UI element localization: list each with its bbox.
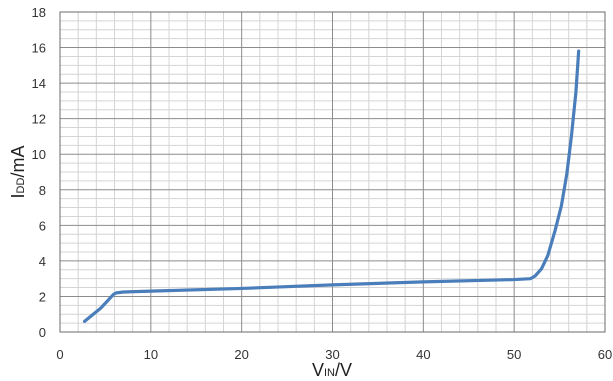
y-tick-label: 12	[32, 112, 46, 127]
y-tick-label: 6	[39, 218, 46, 233]
y-tick-label: 8	[39, 183, 46, 198]
x-axis-title-suffix: /V	[335, 360, 352, 380]
x-tick-label: 30	[325, 347, 339, 362]
major-gridlines	[59, 11, 606, 333]
x-tick-label: 20	[234, 347, 248, 362]
y-tick-label: 14	[32, 76, 46, 91]
x-axis-title: VIN/V	[312, 360, 352, 380]
y-axis-title-sub: DD	[15, 178, 27, 194]
x-axis-tick-labels: 0 10 20 30 40 50 60	[56, 347, 612, 362]
y-axis-title-main: I	[8, 193, 28, 198]
y-tick-label: 4	[39, 254, 46, 269]
x-axis-title-main: V	[312, 360, 324, 380]
series-line	[82, 49, 581, 323]
y-axis-title-suffix: /mA	[8, 146, 28, 178]
y-tick-label: 18	[32, 5, 46, 20]
x-tick-label: 60	[598, 347, 612, 362]
y-tick-label: 0	[39, 325, 46, 340]
y-tick-label: 2	[39, 289, 46, 304]
x-tick-label: 50	[507, 347, 521, 362]
x-axis-title-sub: IN	[324, 367, 335, 379]
x-tick-label: 0	[56, 347, 63, 362]
y-tick-label: 16	[32, 41, 46, 56]
series-layer	[82, 49, 581, 323]
y-tick-label: 10	[32, 147, 46, 162]
y-axis-title: IDD/mA	[8, 146, 28, 199]
plot-area-border	[59, 11, 606, 333]
x-tick-label: 10	[144, 347, 158, 362]
x-tick-label: 40	[416, 347, 430, 362]
y-axis-tick-labels: 0 2 4 6 8 10 12 14 16 18	[32, 5, 46, 340]
